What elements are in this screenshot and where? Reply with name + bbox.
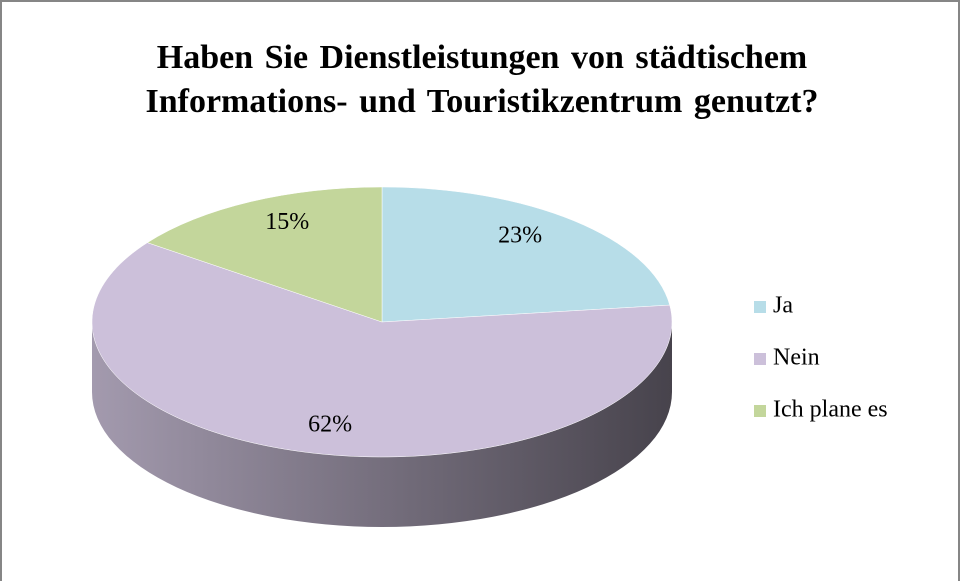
pie-slice xyxy=(91,242,673,458)
legend-swatch xyxy=(754,301,766,313)
chart-title: Haben Sie Dienstleistungen von städtisch… xyxy=(145,39,819,120)
data-label: 62% xyxy=(308,412,352,438)
pie-slice xyxy=(146,186,383,323)
pie-side xyxy=(92,322,672,527)
legend-swatch xyxy=(754,405,766,417)
legend-swatch xyxy=(754,353,766,365)
legend-label: Ja xyxy=(773,293,793,319)
legend-label: Ich plane es xyxy=(773,397,888,423)
legend-label: Nein xyxy=(773,345,820,371)
pie-slice xyxy=(381,186,671,323)
data-label: 15% xyxy=(265,209,309,235)
data-label: 23% xyxy=(498,223,542,249)
